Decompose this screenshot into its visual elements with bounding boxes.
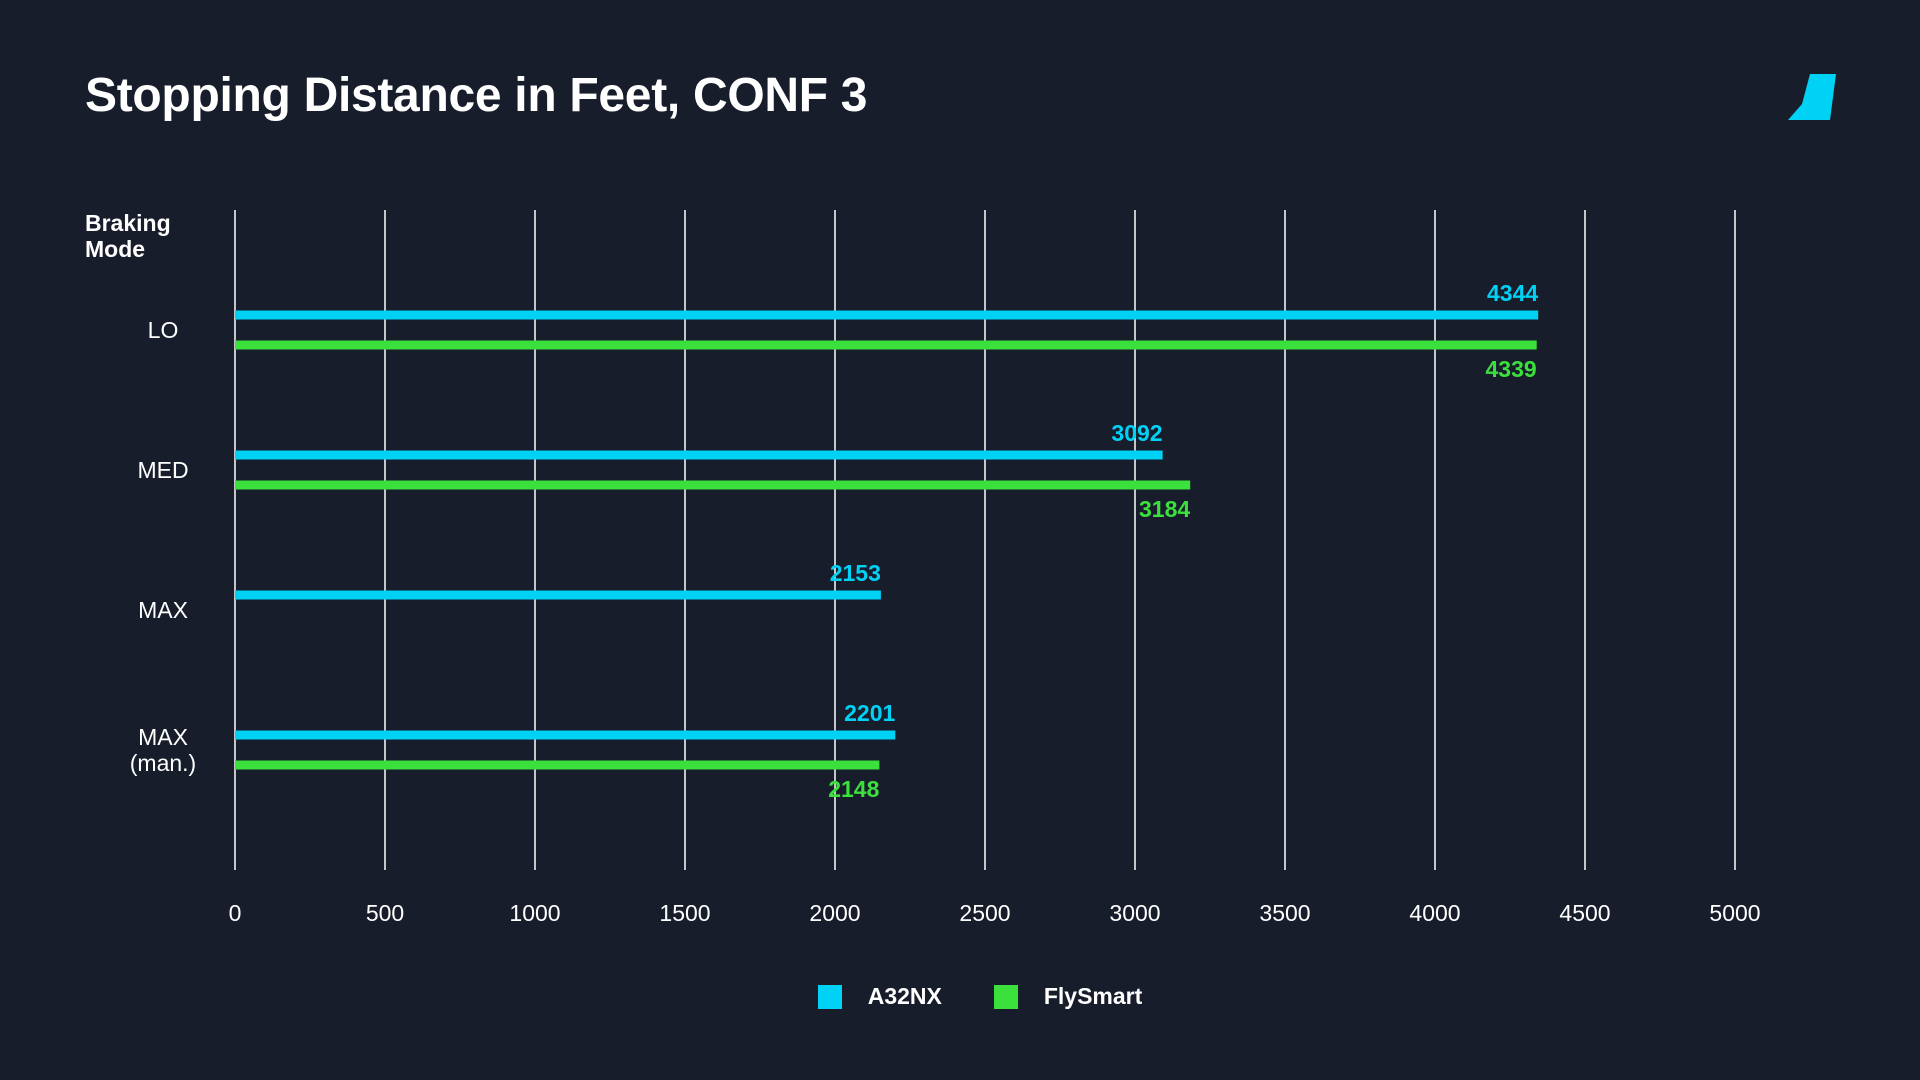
x-tick-label: 1000 [509,900,560,926]
category-label: LO [148,317,179,343]
bar-a32nx [235,450,1163,460]
x-tick-label: 4500 [1559,900,1610,926]
bar-a32nx [235,310,1539,320]
category-label: MAX [138,597,188,623]
x-tick-label: 5000 [1709,900,1760,926]
legend-item: A32NX [817,983,942,1010]
legend-swatch [817,984,842,1009]
bar-flysmart [235,480,1191,490]
tail-fin-icon [1788,74,1836,120]
legend-label: A32NX [867,983,942,1009]
data-label-a32nx: 3092 [1111,420,1162,446]
data-label-flysmart: 2148 [828,776,879,802]
x-tick-label: 3500 [1259,900,1310,926]
data-label-flysmart: 3184 [1139,496,1190,522]
x-tick-label: 0 [229,900,242,926]
x-tick-label: 2000 [809,900,860,926]
category-label: MAX [138,724,188,750]
x-tick-label: 4000 [1409,900,1460,926]
x-tick-label: 3000 [1109,900,1160,926]
category-label: (man.) [130,750,196,776]
chart-title: Stopping Distance in Feet, CONF 3 [85,69,868,122]
legend-item: FlySmart [993,983,1143,1010]
legend-swatch [993,984,1018,1009]
bar-flysmart [235,340,1537,350]
legend: A32NX FlySmart [0,983,1920,1010]
bar-a32nx [235,730,896,740]
legend-label: FlySmart [1043,983,1143,1009]
x-tick-label: 2500 [959,900,1010,926]
data-label-a32nx: 2201 [844,700,895,726]
x-tick-label: 500 [366,900,404,926]
y-axis-title: Braking Mode [85,210,171,262]
bar-flysmart [235,760,880,770]
data-label-flysmart: 4339 [1486,356,1537,382]
category-label: MED [137,457,188,483]
data-label-a32nx: 2153 [830,560,881,586]
bar-a32nx [235,590,881,600]
data-label-a32nx: 4344 [1487,280,1538,306]
x-tick-label: 1500 [659,900,710,926]
